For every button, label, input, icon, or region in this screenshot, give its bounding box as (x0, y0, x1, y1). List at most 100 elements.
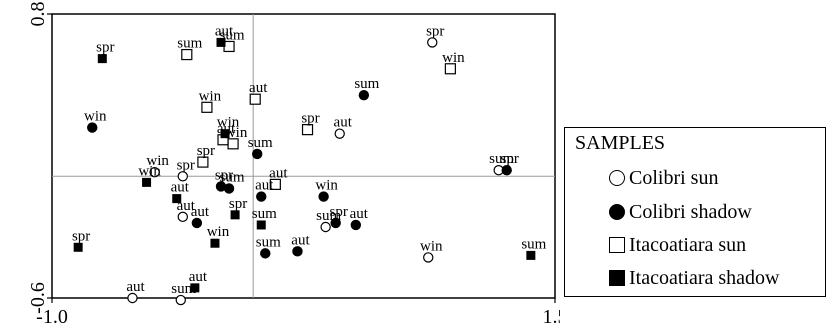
itacoatiara-sun-point-label: aut (249, 80, 268, 96)
itacoatiara-sun-point-label: sum (177, 36, 202, 52)
colibri-shadow-point-label: spr (330, 204, 348, 220)
colibri-shadow-point (223, 183, 235, 194)
itacoatiara-shadow-point-label: spr (72, 228, 90, 244)
itacoatiara-sun-point-label: win (225, 125, 248, 141)
colibri-shadow-point (87, 122, 98, 133)
colibri-shadow-point-label: spr (215, 167, 233, 183)
open-square-icon (609, 237, 625, 253)
legend-item-itacoatiara-sun: Itacoatiara sun (609, 229, 746, 261)
itacoatiara-shadow-point (230, 210, 240, 220)
itacoatiara-sun-point (269, 178, 281, 190)
legend-item-colibri-sun: Colibri sun (609, 162, 718, 194)
itacoatiara-sun-point (444, 63, 456, 75)
itacoatiara-sun-point-label: aut (217, 121, 236, 137)
colibri-shadow-point-label: aut (255, 178, 274, 194)
itacoatiara-shadow-point-label: aut (215, 23, 234, 39)
colibri-sun-point-label: aut (334, 115, 353, 131)
colibri-shadow-point-label: win (315, 178, 338, 194)
colibri-shadow-point (252, 148, 263, 160)
itacoatiara-shadow-point (216, 37, 226, 47)
itacoatiara-shadow-point-label: sum (521, 236, 546, 252)
itacoatiara-shadow-point-label: win (217, 115, 240, 131)
itacoatiara-sun-point-label: win (442, 50, 465, 66)
itacoatiara-shadow-point (526, 250, 536, 260)
itacoatiara-sun-point (301, 124, 314, 136)
legend-item-itacoatiara-shadow: Itacoatiara shadow (609, 262, 779, 294)
colibri-sun-point (320, 221, 331, 233)
itacoatiara-sun-point-label: aut (269, 165, 288, 181)
x-tick-label: 1.5 (543, 306, 561, 328)
colibri-sun-point-label: aut (177, 198, 196, 214)
legend-label: Colibri sun (629, 166, 719, 189)
itacoatiara-shadow-point (220, 129, 230, 139)
colibri-shadow-point-label: aut (191, 204, 210, 220)
colibri-sun-point-label: win (420, 238, 443, 254)
itacoatiara-shadow-point-label: spr (96, 40, 114, 56)
colibri-sun-point (334, 128, 345, 139)
legend-item-colibri-shadow: Colibri shadow (609, 196, 752, 228)
x-tick-label: -1.0 (36, 306, 68, 328)
colibri-shadow-point (330, 217, 341, 229)
colibri-sun-point (427, 37, 438, 48)
itacoatiara-shadow-point-label: win (207, 224, 230, 240)
colibri-shadow-point (350, 219, 362, 231)
colibri-sun-point-label: sum (316, 208, 341, 224)
colibri-shadow-point (256, 191, 267, 202)
colibri-sun-point-label: spr (426, 23, 444, 39)
itacoatiara-shadow-point-label: sum (252, 206, 277, 222)
colibri-sun-point (177, 211, 188, 223)
colibri-shadow-point (292, 246, 303, 257)
open-circle-icon (609, 170, 625, 186)
itacoatiara-shadow-point (73, 242, 83, 252)
colibri-sun-point (423, 252, 434, 263)
colibri-sun-point-label: sum (171, 281, 196, 297)
itacoatiara-shadow-point (172, 194, 182, 204)
itacoatiara-shadow-point (210, 238, 220, 248)
colibri-shadow-point-label: spr (501, 151, 519, 167)
colibri-shadow-point-label: sum (248, 135, 273, 151)
itacoatiara-sun-point (197, 156, 209, 168)
legend-label: Itacoatiara sun (629, 233, 747, 256)
itacoatiara-shadow-point (97, 54, 107, 64)
colibri-shadow-point-label: aut (291, 232, 310, 248)
itacoatiara-shadow-point (142, 177, 152, 187)
colibri-sun-point-label: sum (489, 151, 514, 167)
legend-label: Colibri shadow (629, 200, 752, 223)
colibri-sun-point (175, 294, 186, 306)
legend-title: SAMPLES (575, 132, 666, 154)
itacoatiara-sun-point (181, 48, 193, 61)
colibri-shadow-point (501, 165, 512, 176)
itacoatiara-sun-point-label: win (199, 88, 222, 104)
itacoatiara-shadow-point (190, 283, 200, 293)
filled-circle-icon (609, 204, 625, 220)
scatter-plot: -1.01.50.8-0.6 sprsumautwinsprautsumwina… (27, 2, 561, 328)
itacoatiara-sun-point-label: sum (220, 27, 245, 43)
colibri-shadow-point (318, 191, 329, 202)
itacoatiara-shadow-point-label: aut (171, 180, 190, 196)
legend: SAMPLES Colibri sun Colibri shadow Itaco… (564, 127, 826, 297)
colibri-sun-point (177, 171, 188, 182)
colibri-shadow-point-label: win (84, 109, 107, 125)
colibri-shadow-point (215, 181, 227, 192)
y-tick-label: -0.6 (27, 282, 49, 314)
colibri-sun-point-label: win (146, 153, 169, 169)
y-tick-label: 0.8 (27, 2, 49, 27)
colibri-sun-point-label: spr (177, 157, 195, 173)
itacoatiara-sun-point-label: spr (301, 111, 319, 127)
colibri-shadow-point (260, 248, 271, 259)
itacoatiara-sun-point-label: spr (197, 143, 215, 159)
legend-label: Itacoatiara shadow (629, 266, 780, 289)
itacoatiara-sun-point (201, 101, 213, 113)
itacoatiara-shadow-point-label: spr (229, 196, 247, 212)
filled-square-icon (609, 270, 625, 286)
itacoatiara-shadow-point-label: aut (189, 269, 208, 285)
colibri-sun-point (127, 292, 138, 304)
colibri-shadow-point-label: sum (256, 234, 281, 250)
itacoatiara-shadow-point-label: win (138, 163, 161, 179)
colibri-sun-point-label: aut (126, 279, 145, 295)
itacoatiara-sun-point (249, 93, 261, 105)
colibri-shadow-point-label: sum (220, 169, 245, 185)
itacoatiara-shadow-point (256, 220, 266, 230)
colibri-shadow-point (191, 217, 203, 229)
colibri-shadow-point-label: sum (354, 76, 379, 92)
